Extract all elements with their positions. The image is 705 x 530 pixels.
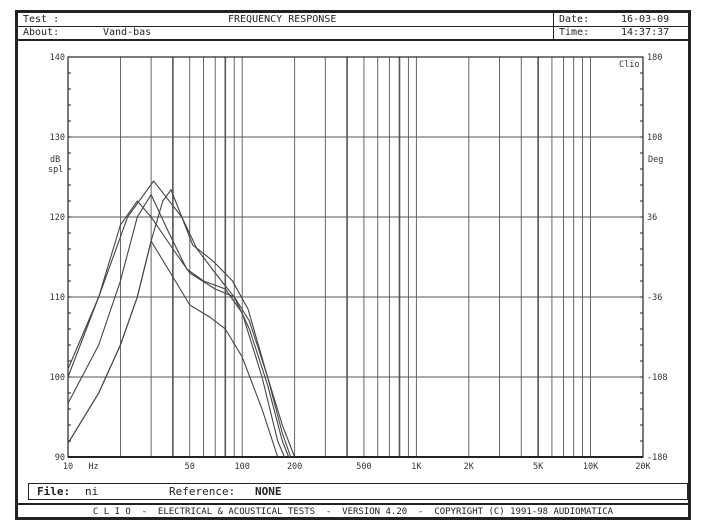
file-value: ni xyxy=(85,485,99,498)
response-trace-1 xyxy=(67,180,296,458)
header-row-1: Test : FREQUENCY RESPONSE Date: 16-03-09 xyxy=(18,13,688,27)
about-label: About: xyxy=(23,27,60,38)
chart-title: FREQUENCY RESPONSE xyxy=(228,14,337,25)
x-tick-label: 10K xyxy=(583,462,599,472)
response-trace-2 xyxy=(67,193,286,458)
reference-label: Reference: xyxy=(169,485,236,498)
header-row-2: About: Vand-bas Time: 14:37:37 xyxy=(18,26,688,41)
y-axis-label: dB xyxy=(50,155,60,165)
y2-tick-label: -180 xyxy=(647,453,667,463)
date-label: Date: xyxy=(559,14,590,25)
x-tick-label: 500 xyxy=(356,462,371,472)
response-trace-5 xyxy=(67,200,292,458)
time-value: 14:37:37 xyxy=(621,27,670,38)
y2-tick-label: 36 xyxy=(647,213,657,223)
x-tick-label: 10 xyxy=(63,462,73,472)
x-tick-label: 100 xyxy=(235,462,250,472)
y-axis-label-unit: spl xyxy=(48,165,63,175)
y2-tick-label: 108 xyxy=(647,133,662,143)
x-tick-label: 2K xyxy=(464,462,475,472)
x-tick-label: 1K xyxy=(411,462,422,472)
plot-border xyxy=(67,56,644,458)
y-tick-label: 100 xyxy=(50,373,65,383)
test-label: Test : xyxy=(23,14,60,25)
clio-banner: C L I O - ELECTRICAL & ACOUSTICAL TESTS … xyxy=(18,503,688,519)
time-label: Time: xyxy=(559,27,590,38)
y-tick-label: 130 xyxy=(50,133,65,143)
y2-axis-label: Deg xyxy=(648,155,663,165)
clio-window: Test : FREQUENCY RESPONSE Date: 16-03-09… xyxy=(15,10,691,520)
x-unit-label: Hz xyxy=(88,462,98,472)
x-tick-label: 20K xyxy=(635,462,651,472)
about-value: Vand-bas xyxy=(103,27,152,38)
y-tick-label: 120 xyxy=(50,213,65,223)
y-tick-label: 140 xyxy=(50,53,65,63)
x-tick-label: 200 xyxy=(287,462,302,472)
reference-value: NONE xyxy=(255,485,282,498)
y2-tick-label: -108 xyxy=(647,373,667,383)
y2-tick-label: -36 xyxy=(647,293,662,303)
clio-corner-label: Clio xyxy=(619,60,639,70)
date-value: 16-03-09 xyxy=(621,14,670,25)
y-tick-label: 90 xyxy=(55,453,65,463)
x-tick-label: 50 xyxy=(185,462,195,472)
header-divider xyxy=(553,13,554,40)
y-tick-label: 110 xyxy=(50,293,65,303)
x-tick-label: 5K xyxy=(533,462,544,472)
response-trace-4 xyxy=(67,239,279,458)
response-trace-3 xyxy=(67,188,290,458)
file-info-box: File: ni Reference: NONE xyxy=(28,483,688,500)
y2-tick-label: 180 xyxy=(647,53,662,63)
file-label: File: xyxy=(37,485,71,498)
